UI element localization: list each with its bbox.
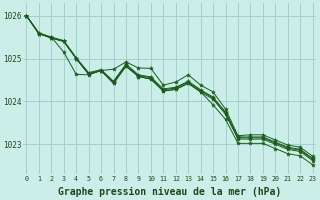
X-axis label: Graphe pression niveau de la mer (hPa): Graphe pression niveau de la mer (hPa)	[58, 187, 281, 197]
